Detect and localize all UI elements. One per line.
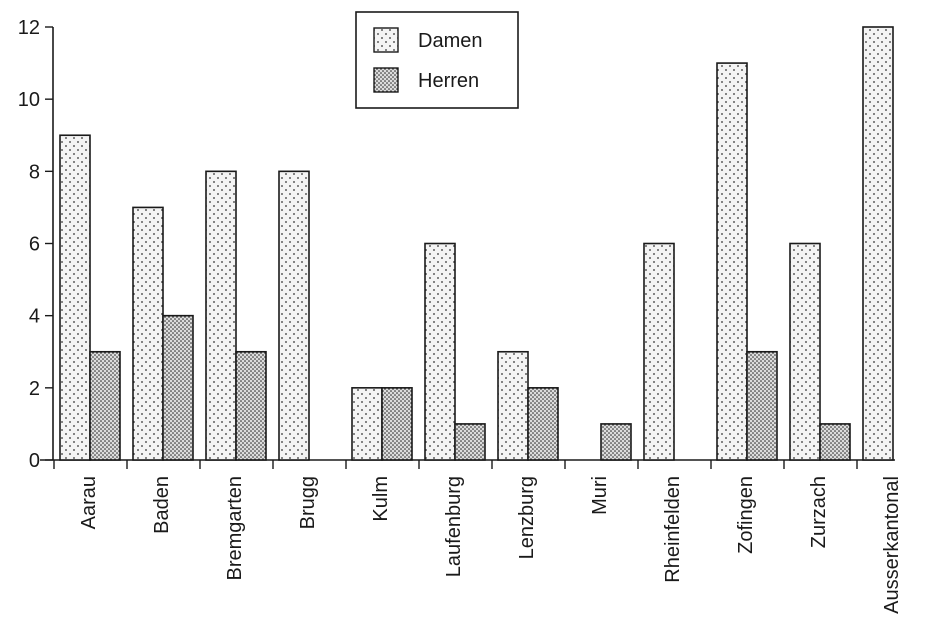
legend-label-damen: Damen	[418, 30, 482, 52]
x-tick-label: Lenzburg	[516, 476, 538, 559]
bar-herren-baden	[162, 314, 194, 461]
bar-damen-zurzach	[789, 242, 821, 461]
x-tick-label: Brugg	[297, 476, 319, 529]
bar-damen-ausserkantonal	[862, 26, 894, 461]
bar-damen-aarau	[59, 134, 91, 461]
bar-herren-bremgarten	[235, 350, 267, 461]
x-tick-label: Aarau	[78, 476, 100, 529]
legend-box	[355, 11, 519, 109]
bar-herren-zurzach	[819, 423, 851, 461]
bar-damen-bremgarten	[205, 170, 237, 461]
bar-herren-lenzburg	[527, 387, 559, 461]
y-tick-label: 12	[18, 17, 40, 39]
bar-damen-rheinfelden	[643, 242, 675, 461]
y-tick-label: 2	[29, 378, 40, 400]
x-tick-label: Baden	[151, 476, 173, 534]
bar-herren-aarau	[89, 350, 121, 461]
bar-herren-muri	[600, 423, 632, 461]
bar-damen-lenzburg	[497, 350, 529, 461]
bar-damen-brugg	[278, 170, 310, 461]
y-tick-label: 0	[29, 450, 40, 472]
legend-label-herren: Herren	[418, 70, 479, 92]
x-tick-label: Muri	[589, 476, 611, 515]
bar-herren-laufenburg	[454, 423, 486, 461]
x-tick-label: Zofingen	[735, 476, 757, 554]
bar-damen-zofingen	[716, 62, 748, 461]
legend-swatch-damen	[373, 27, 399, 53]
y-tick-label: 10	[18, 89, 40, 111]
bar-damen-laufenburg	[424, 242, 456, 461]
bar-damen-kulm	[351, 387, 383, 461]
bar-herren-kulm	[381, 387, 413, 461]
bar-herren-zofingen	[746, 350, 778, 461]
legend: Damen Herren	[355, 11, 519, 109]
y-tick-label: 6	[29, 234, 40, 256]
x-tick-label: Rheinfelden	[662, 476, 684, 583]
x-tick-label: Laufenburg	[443, 476, 465, 577]
x-tick-label: Zurzach	[808, 476, 830, 548]
y-tick-label: 8	[29, 161, 40, 183]
plot-area: 0 2 4 6 8 10 12 Aarau Baden Bremgarten Brugg Kulm La…	[18, 17, 903, 614]
x-tick-label: Bremgarten	[224, 476, 246, 581]
bar-damen-baden	[132, 206, 164, 461]
y-tick-label: 4	[29, 306, 40, 328]
x-tick-label: Ausserkantonal	[881, 476, 903, 614]
legend-swatch-herren	[373, 67, 399, 93]
x-tick-label: Kulm	[370, 476, 392, 522]
